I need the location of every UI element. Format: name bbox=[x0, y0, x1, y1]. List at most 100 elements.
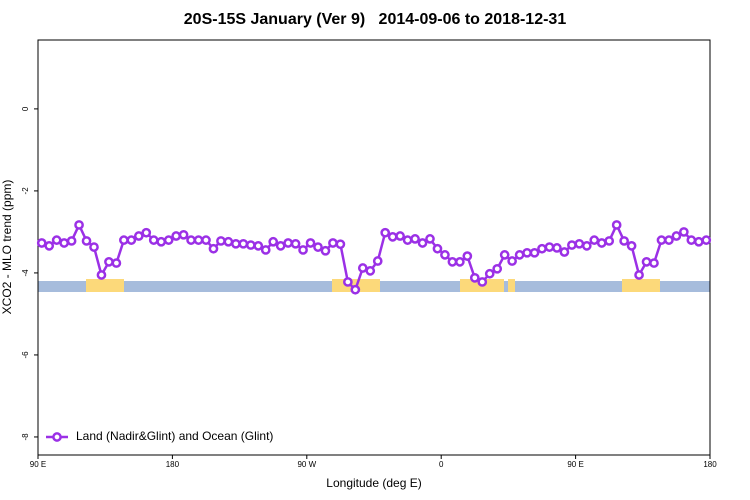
point bbox=[313, 242, 323, 252]
point bbox=[328, 238, 338, 248]
point bbox=[544, 242, 555, 252]
y-tick-label: -6 bbox=[21, 351, 30, 359]
y-tick-label: 0 bbox=[21, 106, 30, 111]
point bbox=[380, 227, 391, 238]
point bbox=[275, 241, 286, 251]
point bbox=[223, 236, 234, 247]
land-patch bbox=[508, 279, 515, 292]
point bbox=[343, 277, 353, 287]
point bbox=[574, 238, 585, 249]
point bbox=[664, 235, 674, 245]
point bbox=[395, 231, 405, 241]
point bbox=[649, 258, 659, 268]
point bbox=[596, 238, 607, 248]
point bbox=[253, 241, 264, 251]
point bbox=[634, 270, 644, 280]
point bbox=[350, 284, 361, 295]
point bbox=[589, 235, 600, 245]
point bbox=[626, 241, 637, 251]
legend-marker bbox=[52, 432, 62, 442]
plot-frame bbox=[37, 39, 711, 456]
point bbox=[619, 236, 629, 246]
legend-label: Land (Nadir&Glint) and Ocean (Glint) bbox=[76, 429, 273, 443]
point bbox=[484, 268, 495, 279]
point bbox=[357, 263, 368, 273]
point bbox=[522, 247, 532, 258]
point bbox=[693, 236, 704, 247]
point bbox=[402, 235, 413, 245]
point bbox=[245, 240, 256, 250]
point bbox=[365, 266, 376, 276]
point bbox=[104, 257, 114, 267]
point bbox=[119, 235, 129, 245]
point bbox=[425, 234, 435, 244]
point bbox=[447, 257, 458, 267]
point bbox=[201, 235, 211, 245]
point bbox=[141, 227, 152, 238]
point bbox=[81, 236, 92, 246]
point bbox=[74, 220, 84, 230]
x-tick-label: 180 bbox=[166, 460, 180, 469]
point bbox=[604, 236, 615, 246]
point bbox=[686, 235, 697, 245]
point bbox=[59, 238, 69, 248]
surface-band bbox=[38, 279, 710, 292]
point bbox=[492, 263, 503, 274]
point bbox=[507, 256, 517, 266]
point bbox=[178, 229, 189, 240]
point bbox=[335, 239, 346, 250]
point bbox=[417, 238, 428, 248]
point bbox=[44, 241, 55, 251]
point bbox=[193, 235, 204, 245]
point bbox=[671, 231, 682, 241]
point bbox=[305, 238, 316, 248]
point bbox=[701, 235, 712, 245]
y-tick-label: -2 bbox=[21, 187, 30, 195]
point bbox=[477, 277, 488, 287]
point bbox=[656, 235, 667, 245]
land-patch bbox=[622, 279, 660, 292]
point bbox=[679, 227, 689, 237]
x-axis-title: Longitude (deg E) bbox=[326, 476, 421, 490]
point bbox=[387, 231, 398, 242]
point bbox=[552, 243, 562, 253]
point bbox=[163, 235, 174, 245]
point bbox=[238, 238, 249, 249]
land-patch bbox=[86, 279, 124, 292]
point bbox=[36, 238, 47, 248]
y-tick-label: -8 bbox=[21, 433, 30, 441]
point bbox=[537, 243, 547, 254]
point bbox=[559, 247, 570, 257]
point bbox=[148, 235, 159, 245]
point bbox=[89, 242, 99, 252]
point bbox=[529, 247, 540, 258]
point bbox=[156, 236, 167, 247]
point bbox=[372, 256, 383, 266]
point bbox=[320, 245, 331, 256]
y-axis-title: XCO2 - MLO trend (ppm) bbox=[0, 180, 14, 315]
x-tick-label: 90 E bbox=[30, 460, 46, 469]
point bbox=[455, 257, 465, 267]
point bbox=[186, 235, 196, 245]
point bbox=[96, 270, 107, 280]
point bbox=[208, 243, 219, 254]
x-tick-label: 90 W bbox=[297, 460, 316, 469]
point bbox=[133, 231, 144, 241]
point bbox=[581, 241, 592, 251]
point bbox=[462, 251, 473, 261]
point bbox=[171, 231, 181, 241]
point bbox=[231, 238, 241, 249]
point bbox=[111, 258, 122, 268]
point bbox=[611, 220, 622, 230]
point bbox=[514, 250, 525, 260]
point bbox=[567, 240, 577, 250]
point bbox=[440, 250, 450, 260]
point bbox=[260, 245, 271, 255]
point bbox=[66, 236, 77, 246]
point bbox=[298, 245, 308, 255]
x-tick-label: 0 bbox=[439, 460, 444, 469]
point bbox=[432, 243, 443, 254]
point bbox=[283, 238, 293, 248]
point bbox=[469, 272, 480, 283]
